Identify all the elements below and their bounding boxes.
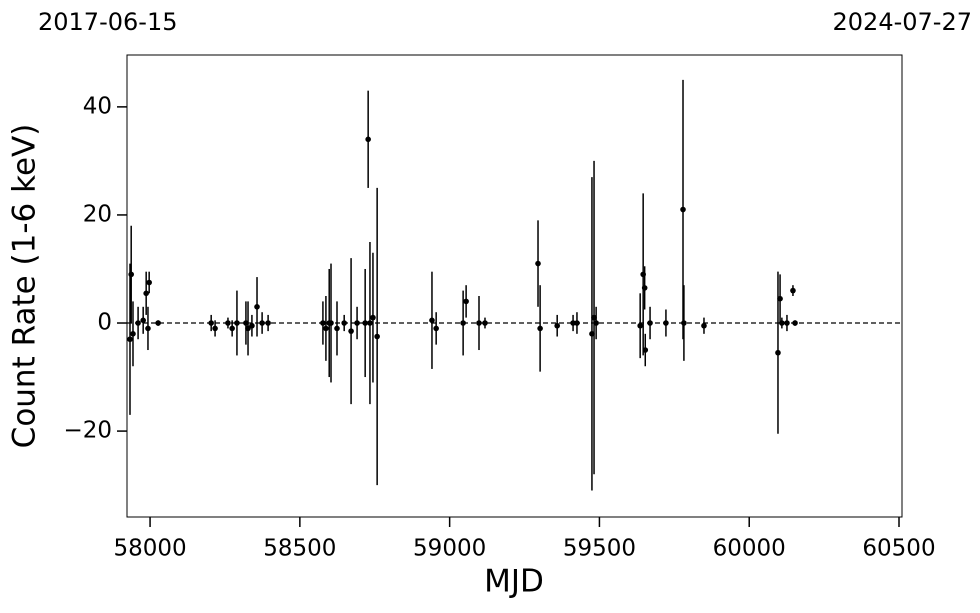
data-point [146, 279, 152, 286]
data-point [348, 328, 354, 334]
x-tick-label: 60000 [713, 536, 786, 562]
data-point [640, 271, 646, 278]
data-point [647, 320, 653, 326]
data-point [680, 206, 686, 213]
data-point [641, 285, 648, 291]
annotation: 2024-07-27 [833, 8, 972, 36]
data-point [334, 325, 340, 332]
x-axis-label: MJD [484, 564, 544, 600]
data-point [593, 320, 599, 326]
data-point [328, 320, 334, 326]
data-point [320, 320, 326, 326]
data-point [374, 333, 380, 340]
plot-frame [126, 54, 903, 518]
data-point [775, 349, 781, 356]
data-point [130, 331, 136, 337]
data-point [140, 317, 146, 324]
data-point [128, 271, 134, 278]
data-point [354, 320, 360, 326]
data-point [784, 320, 790, 326]
data-point [790, 287, 796, 294]
data-point [792, 320, 798, 326]
y-tick-label: 40 [83, 93, 112, 119]
data-point [212, 325, 218, 332]
data-point [229, 325, 235, 332]
data-point [642, 347, 649, 353]
data-point [367, 320, 373, 326]
y-axis-label: Count Rate (1-6 keV) [7, 124, 43, 449]
x-tick-label: 58000 [113, 536, 186, 562]
data-point [777, 295, 783, 302]
x-tick-label: 59500 [563, 536, 636, 562]
data-point [537, 325, 543, 332]
data-point [155, 320, 161, 326]
data-point [249, 322, 255, 329]
data-point [323, 325, 329, 332]
data-point [225, 320, 231, 326]
data-point [234, 320, 240, 326]
data-point [243, 320, 249, 326]
annotation: 2017-06-15 [38, 8, 177, 36]
data-point [463, 298, 469, 305]
data-point [535, 260, 541, 267]
x-tick-label: 59000 [413, 536, 486, 562]
data-point [482, 320, 488, 326]
data-point [208, 320, 214, 326]
data-point [779, 320, 785, 326]
data-point [574, 320, 580, 326]
data-point [589, 331, 595, 337]
y-tick-label: 20 [83, 201, 112, 227]
data-point [476, 320, 482, 326]
data-point [554, 322, 560, 329]
data-point [701, 322, 707, 329]
y-tick-label: 0 [97, 310, 112, 336]
data-point [433, 325, 439, 332]
data-point [460, 320, 466, 326]
data-point [637, 322, 643, 329]
data-point [143, 290, 149, 297]
data-point [429, 317, 435, 324]
data-point [259, 320, 265, 326]
data-point [663, 320, 669, 326]
y-tick-label: −20 [63, 418, 112, 444]
data-point [127, 336, 133, 343]
data-point [145, 325, 151, 332]
data-point [591, 314, 597, 321]
data-point [135, 320, 141, 326]
x-tick-label: 60500 [862, 536, 935, 562]
data-point [265, 320, 271, 326]
data-point [365, 136, 371, 143]
data-point [362, 320, 368, 326]
data-point [254, 304, 260, 310]
data-point [370, 314, 376, 321]
data-point [341, 320, 347, 326]
data-point [570, 320, 576, 326]
data-point [245, 325, 251, 332]
data-point [681, 320, 687, 326]
x-tick-label: 58500 [263, 536, 336, 562]
